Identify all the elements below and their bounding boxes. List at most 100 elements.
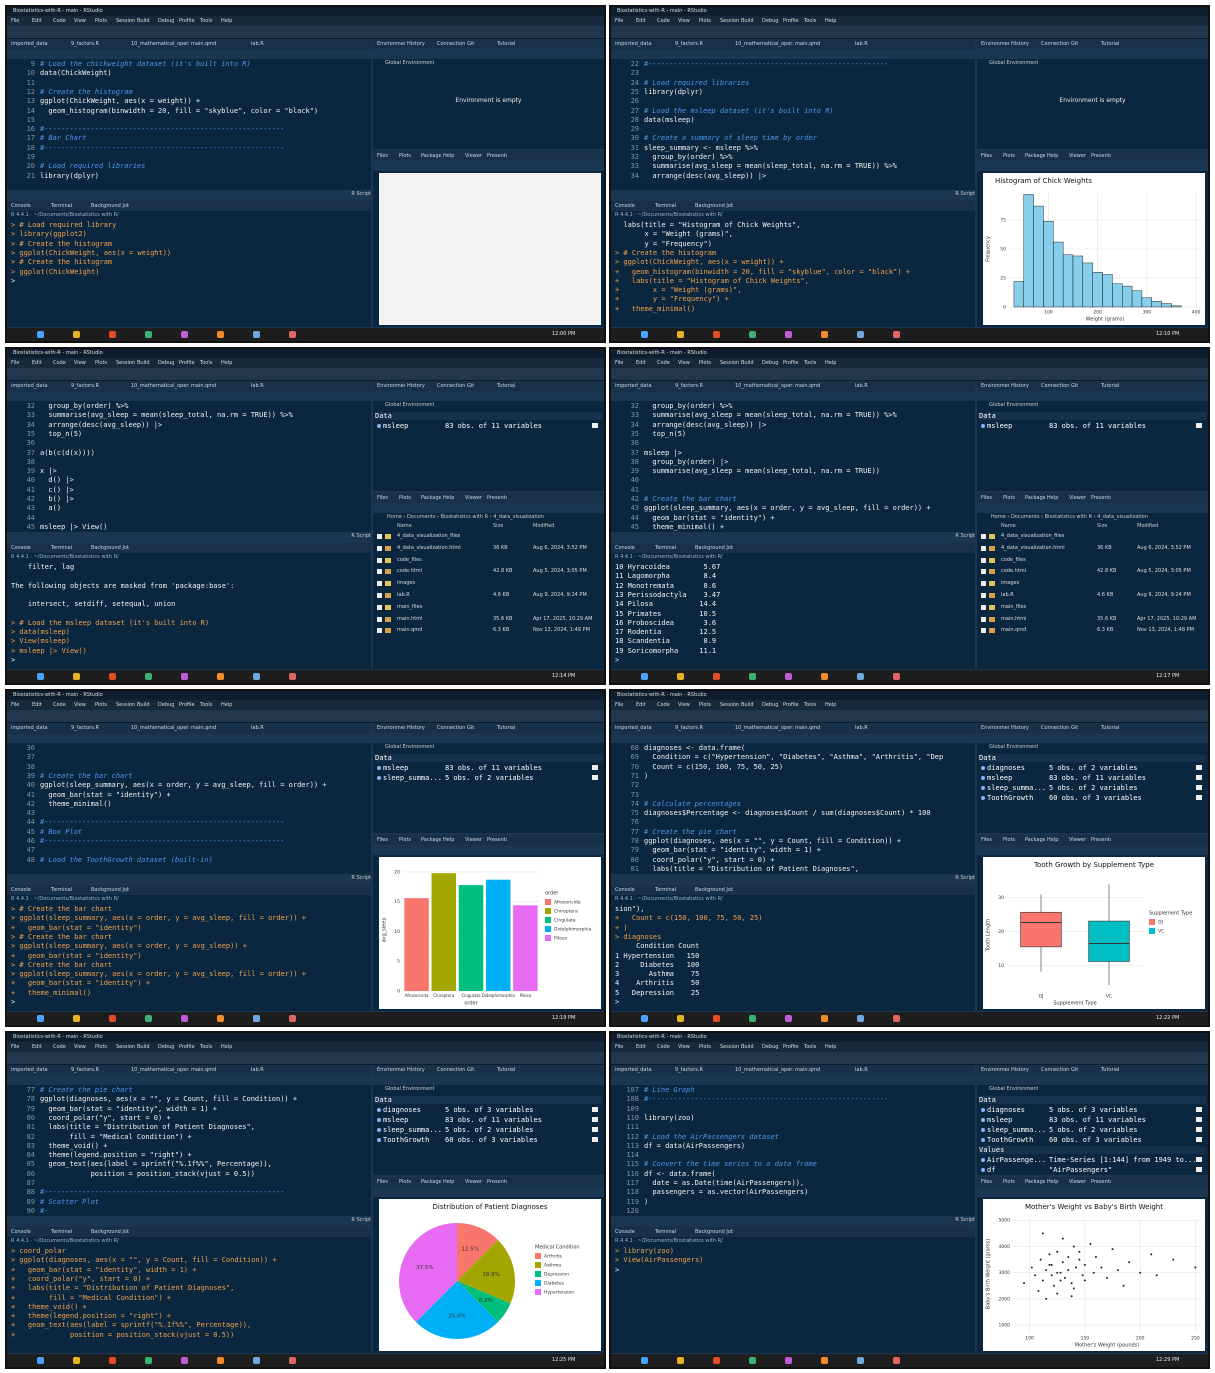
tab[interactable]: Terminal xyxy=(655,1229,677,1235)
menu-item[interactable]: Build xyxy=(741,1044,754,1050)
taskbar-icon[interactable] xyxy=(713,1015,720,1022)
menu-item[interactable]: Build xyxy=(137,1044,150,1050)
tab[interactable]: Terminal xyxy=(51,545,73,551)
tab[interactable]: Help xyxy=(1047,153,1059,159)
menu-item[interactable]: Plots xyxy=(95,702,108,708)
menu-item[interactable]: Session xyxy=(720,1044,740,1050)
tab[interactable]: Environment xyxy=(981,383,1009,389)
taskbar-icon[interactable] xyxy=(677,673,684,680)
menu-item[interactable]: File xyxy=(615,1044,624,1050)
file-name[interactable]: main.qmd xyxy=(1001,627,1027,634)
file-name[interactable]: main.qmd xyxy=(397,627,423,634)
tab[interactable]: Plots xyxy=(399,1179,412,1185)
taskbar-icon[interactable] xyxy=(145,673,152,680)
menu-item[interactable]: Session xyxy=(720,18,740,24)
taskbar-icon[interactable] xyxy=(893,1357,900,1364)
tab[interactable]: Connections xyxy=(437,1067,465,1073)
tab[interactable]: Plots xyxy=(1003,837,1016,843)
taskbar-icon[interactable] xyxy=(145,1015,152,1022)
tab[interactable]: imported_data xyxy=(11,41,48,47)
menu-item[interactable]: Session xyxy=(116,702,136,708)
tab[interactable]: History xyxy=(407,383,425,389)
menu-item[interactable]: View xyxy=(678,1044,690,1050)
tab[interactable]: 10_mathematical_operations.R xyxy=(131,725,189,731)
file-name[interactable]: 4_data_visualization.html xyxy=(397,544,461,551)
taskbar-icon[interactable] xyxy=(713,331,720,338)
tab[interactable]: 9_factors.R xyxy=(675,41,703,47)
tab[interactable]: Console xyxy=(11,545,31,551)
taskbar-icon[interactable] xyxy=(857,331,864,338)
tab[interactable]: lab.R xyxy=(251,383,264,389)
tab[interactable]: History xyxy=(1011,383,1029,389)
tab[interactable]: History xyxy=(1011,1067,1029,1073)
tab[interactable]: lab.R xyxy=(251,725,264,731)
tab[interactable]: lab.R xyxy=(251,1067,264,1073)
menu-item[interactable]: Profile xyxy=(179,1044,195,1050)
tab[interactable]: Connections xyxy=(1041,1067,1069,1073)
tab[interactable]: Packages xyxy=(1025,495,1045,501)
menu-item[interactable]: Debug xyxy=(158,18,175,24)
menu-item[interactable]: Code xyxy=(53,702,66,708)
menu-item[interactable]: Profile xyxy=(179,360,195,366)
file-name[interactable]: main_files xyxy=(1001,603,1027,610)
tab[interactable]: Tutorial xyxy=(497,1067,516,1073)
tab[interactable]: Files xyxy=(377,153,388,159)
tab[interactable]: Viewer xyxy=(465,837,482,843)
tab[interactable]: Plots xyxy=(1003,1179,1016,1185)
menu-item[interactable]: Edit xyxy=(636,1044,646,1050)
tab[interactable]: imported_data xyxy=(615,383,652,389)
menu-item[interactable]: View xyxy=(74,360,86,366)
tab[interactable]: Tutorial xyxy=(1101,383,1120,389)
file-name[interactable]: main_files xyxy=(397,603,423,610)
tab[interactable]: 10_mathematical_operations.R xyxy=(735,725,793,731)
tab[interactable]: Presentation xyxy=(1091,1179,1111,1185)
tab[interactable]: main.qmd xyxy=(191,383,217,389)
taskbar-icon[interactable] xyxy=(217,1357,224,1364)
menu-item[interactable]: Plots xyxy=(95,1044,108,1050)
file-name[interactable]: lab.R xyxy=(397,592,410,598)
taskbar-icon[interactable] xyxy=(749,1357,756,1364)
file-name[interactable]: 4_data_visualization.html xyxy=(1001,544,1065,551)
tab[interactable]: Environment xyxy=(377,41,405,47)
tab[interactable]: 9_factors.R xyxy=(675,725,703,731)
tab[interactable]: imported_data xyxy=(615,725,652,731)
menu-item[interactable]: Tools xyxy=(200,702,213,708)
tab[interactable]: imported_data xyxy=(615,1067,652,1073)
taskbar-icon[interactable] xyxy=(749,1015,756,1022)
menu-item[interactable]: File xyxy=(11,360,20,366)
menu-item[interactable]: Profile xyxy=(179,18,195,24)
taskbar-icon[interactable] xyxy=(641,1357,648,1364)
taskbar-icon[interactable] xyxy=(217,1015,224,1022)
menu-item[interactable]: Plots xyxy=(699,18,712,24)
tab[interactable]: Packages xyxy=(1025,1179,1045,1185)
tab[interactable]: Plots xyxy=(399,837,412,843)
tab[interactable]: Environment xyxy=(377,725,405,731)
tab[interactable]: 9_factors.R xyxy=(71,383,99,389)
menu-item[interactable]: Code xyxy=(53,360,66,366)
tab[interactable]: Console xyxy=(11,203,31,209)
menu-item[interactable]: Debug xyxy=(762,360,779,366)
tab[interactable]: Git xyxy=(1071,383,1079,389)
menu-item[interactable]: Plots xyxy=(95,360,108,366)
tab[interactable]: Connections xyxy=(437,41,465,47)
menu-item[interactable]: Edit xyxy=(636,702,646,708)
menu-item[interactable]: Session xyxy=(116,1044,136,1050)
menu-item[interactable]: Edit xyxy=(32,18,42,24)
menu-item[interactable]: Profile xyxy=(179,702,195,708)
menu-item[interactable]: Debug xyxy=(762,18,779,24)
tab[interactable]: Viewer xyxy=(465,153,482,159)
tab[interactable]: main.qmd xyxy=(191,1067,217,1073)
tab[interactable]: 10_mathematical_operations.R xyxy=(735,383,793,389)
tab[interactable]: 10_mathematical_operations.R xyxy=(131,383,189,389)
tab[interactable]: main.qmd xyxy=(191,725,217,731)
tab[interactable]: Connections xyxy=(1041,725,1069,731)
tab[interactable]: Environment xyxy=(981,41,1009,47)
taskbar-icon[interactable] xyxy=(73,331,80,338)
menu-item[interactable]: Debug xyxy=(158,1044,175,1050)
tab[interactable]: Packages xyxy=(1025,153,1045,159)
menu-item[interactable]: Tools xyxy=(804,18,817,24)
tab[interactable]: Tutorial xyxy=(1101,41,1120,47)
tab[interactable]: History xyxy=(407,1067,425,1073)
menu-item[interactable]: View xyxy=(678,360,690,366)
tab[interactable]: Background Jobs xyxy=(695,1229,733,1235)
